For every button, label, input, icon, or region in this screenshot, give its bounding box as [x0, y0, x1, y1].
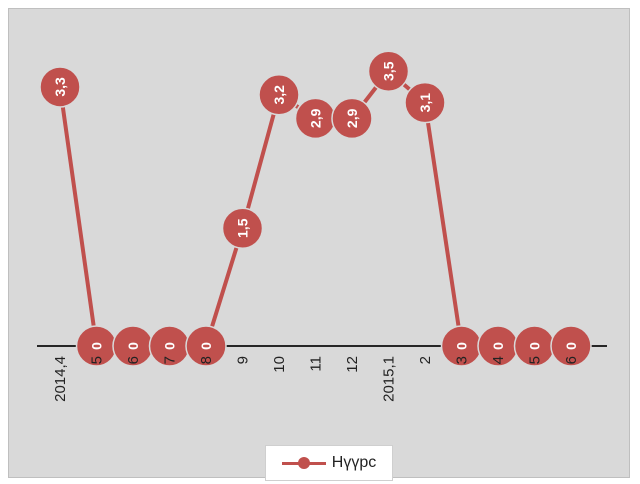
- legend: Нүүрс: [265, 445, 393, 481]
- data-label: 0: [454, 342, 470, 350]
- data-point: 0: [440, 325, 483, 367]
- data-label: 3,2: [271, 85, 287, 105]
- data-label: 0: [162, 342, 178, 350]
- x-tick-label: 6: [125, 356, 142, 364]
- x-tick-label: 8: [198, 356, 215, 364]
- data-point: 2,9: [294, 97, 337, 140]
- x-tick-label: 9: [235, 356, 252, 364]
- legend-label: Нүүрс: [331, 454, 377, 471]
- data-point: 3,3: [39, 66, 81, 108]
- data-label: 3,3: [52, 77, 68, 97]
- data-label: 1,5: [235, 218, 251, 238]
- x-tick-label: 2015,1: [381, 356, 398, 402]
- data-marker: [258, 74, 300, 116]
- data-point: 2,9: [331, 97, 373, 140]
- chart-area: 3,3 0 0 0 0 1,5 3,2 2,9 2,9 3,5 3,1 0 0 0 0 2014,4 5 6 7 8…: [8, 8, 630, 481]
- data-marker: [404, 81, 446, 124]
- data-marker: [331, 97, 373, 140]
- data-marker: [39, 66, 81, 108]
- x-tick-label: 6: [563, 356, 580, 364]
- data-label: 0: [490, 342, 506, 350]
- data-label: 2,9: [308, 108, 324, 128]
- data-marker: [185, 325, 227, 367]
- line-chart: 3,3 0 0 0 0 1,5 3,2 2,9 2,9 3,5 3,1 0 0 0 0 2014,4 5 6 7 8…: [37, 50, 607, 402]
- data-label: 0: [125, 342, 141, 350]
- data-label: 0: [89, 342, 105, 350]
- data-label: 0: [198, 342, 214, 350]
- x-tick-label: 2: [417, 356, 434, 364]
- x-tick-label: 5: [89, 356, 106, 364]
- data-label: 3,1: [417, 93, 433, 113]
- data-label: 0: [563, 342, 579, 350]
- x-tick-label: 7: [162, 356, 179, 364]
- data-point: 3,2: [258, 74, 300, 116]
- x-tick-label: 11: [308, 356, 325, 372]
- x-tick-label: 5: [527, 356, 544, 364]
- data-point: 0: [112, 325, 154, 367]
- x-tick-label: 2014,4: [52, 356, 69, 402]
- legend-swatch-icon: [281, 457, 326, 469]
- data-point: 0: [550, 325, 592, 367]
- data-label: 2,9: [344, 108, 360, 128]
- data-point: 3,1: [404, 81, 446, 124]
- data-label: 0: [527, 342, 543, 350]
- data-point: 3,5: [367, 50, 410, 92]
- data-point: 0: [185, 325, 227, 367]
- x-tick-label: 4: [490, 356, 507, 364]
- x-tick-label: 12: [344, 356, 361, 373]
- x-tick-label: 10: [271, 356, 288, 373]
- x-tick-label: 3: [454, 356, 471, 364]
- data-marker: [367, 50, 410, 92]
- data-point: 1,5: [221, 207, 264, 249]
- data-label: 3,5: [381, 61, 397, 81]
- data-marker: [550, 325, 592, 367]
- data-marker: [221, 207, 264, 249]
